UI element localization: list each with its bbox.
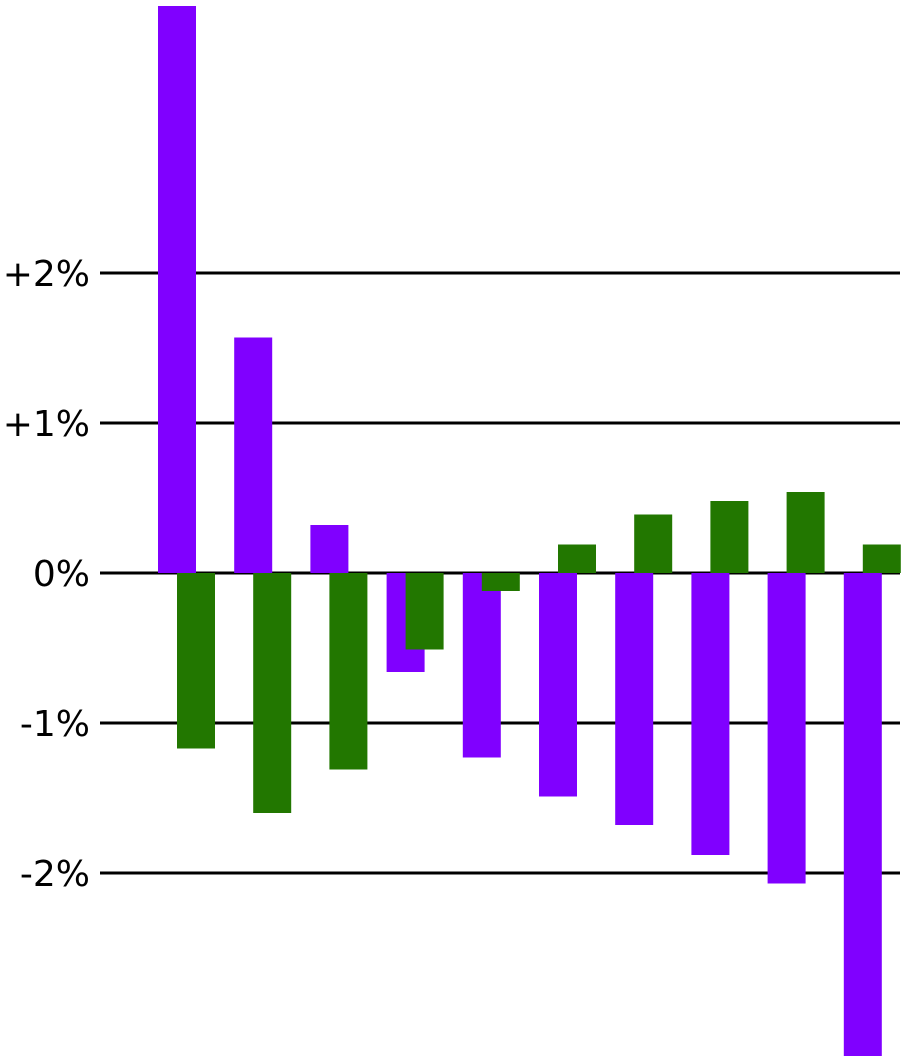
bars — [158, 6, 901, 1056]
bar-series2-9 — [786, 492, 825, 573]
bar-series1-6 — [539, 573, 577, 797]
bar-series1-2 — [234, 337, 273, 573]
bar-series2-10 — [862, 544, 901, 573]
bar-series2-6 — [558, 544, 596, 573]
bar-series2-8 — [710, 501, 749, 573]
bar-series2-3 — [329, 573, 368, 770]
y-tick-label: -1% — [20, 704, 90, 745]
bar-series1-5 — [462, 573, 501, 758]
bar-series2-1 — [177, 573, 215, 749]
bar-series1-3 — [310, 525, 349, 573]
y-tick-label: +1% — [3, 404, 90, 445]
bar-series2-7 — [634, 514, 673, 573]
bar-series1-7 — [615, 573, 654, 825]
bar-series2-5 — [481, 573, 520, 591]
y-tick-label: -2% — [20, 854, 90, 895]
bar-series1-10 — [843, 573, 882, 1056]
bar-series1-9 — [767, 573, 806, 884]
y-tick-labels: +2% +1% 0% -1% -2% — [3, 254, 90, 895]
bar-series2-4 — [405, 573, 444, 650]
bar-series1-8 — [691, 573, 730, 855]
y-tick-label: +2% — [3, 254, 90, 295]
bar-series2-2 — [253, 573, 292, 813]
y-tick-label: 0% — [33, 554, 90, 595]
bar-series1-1 — [158, 6, 196, 573]
